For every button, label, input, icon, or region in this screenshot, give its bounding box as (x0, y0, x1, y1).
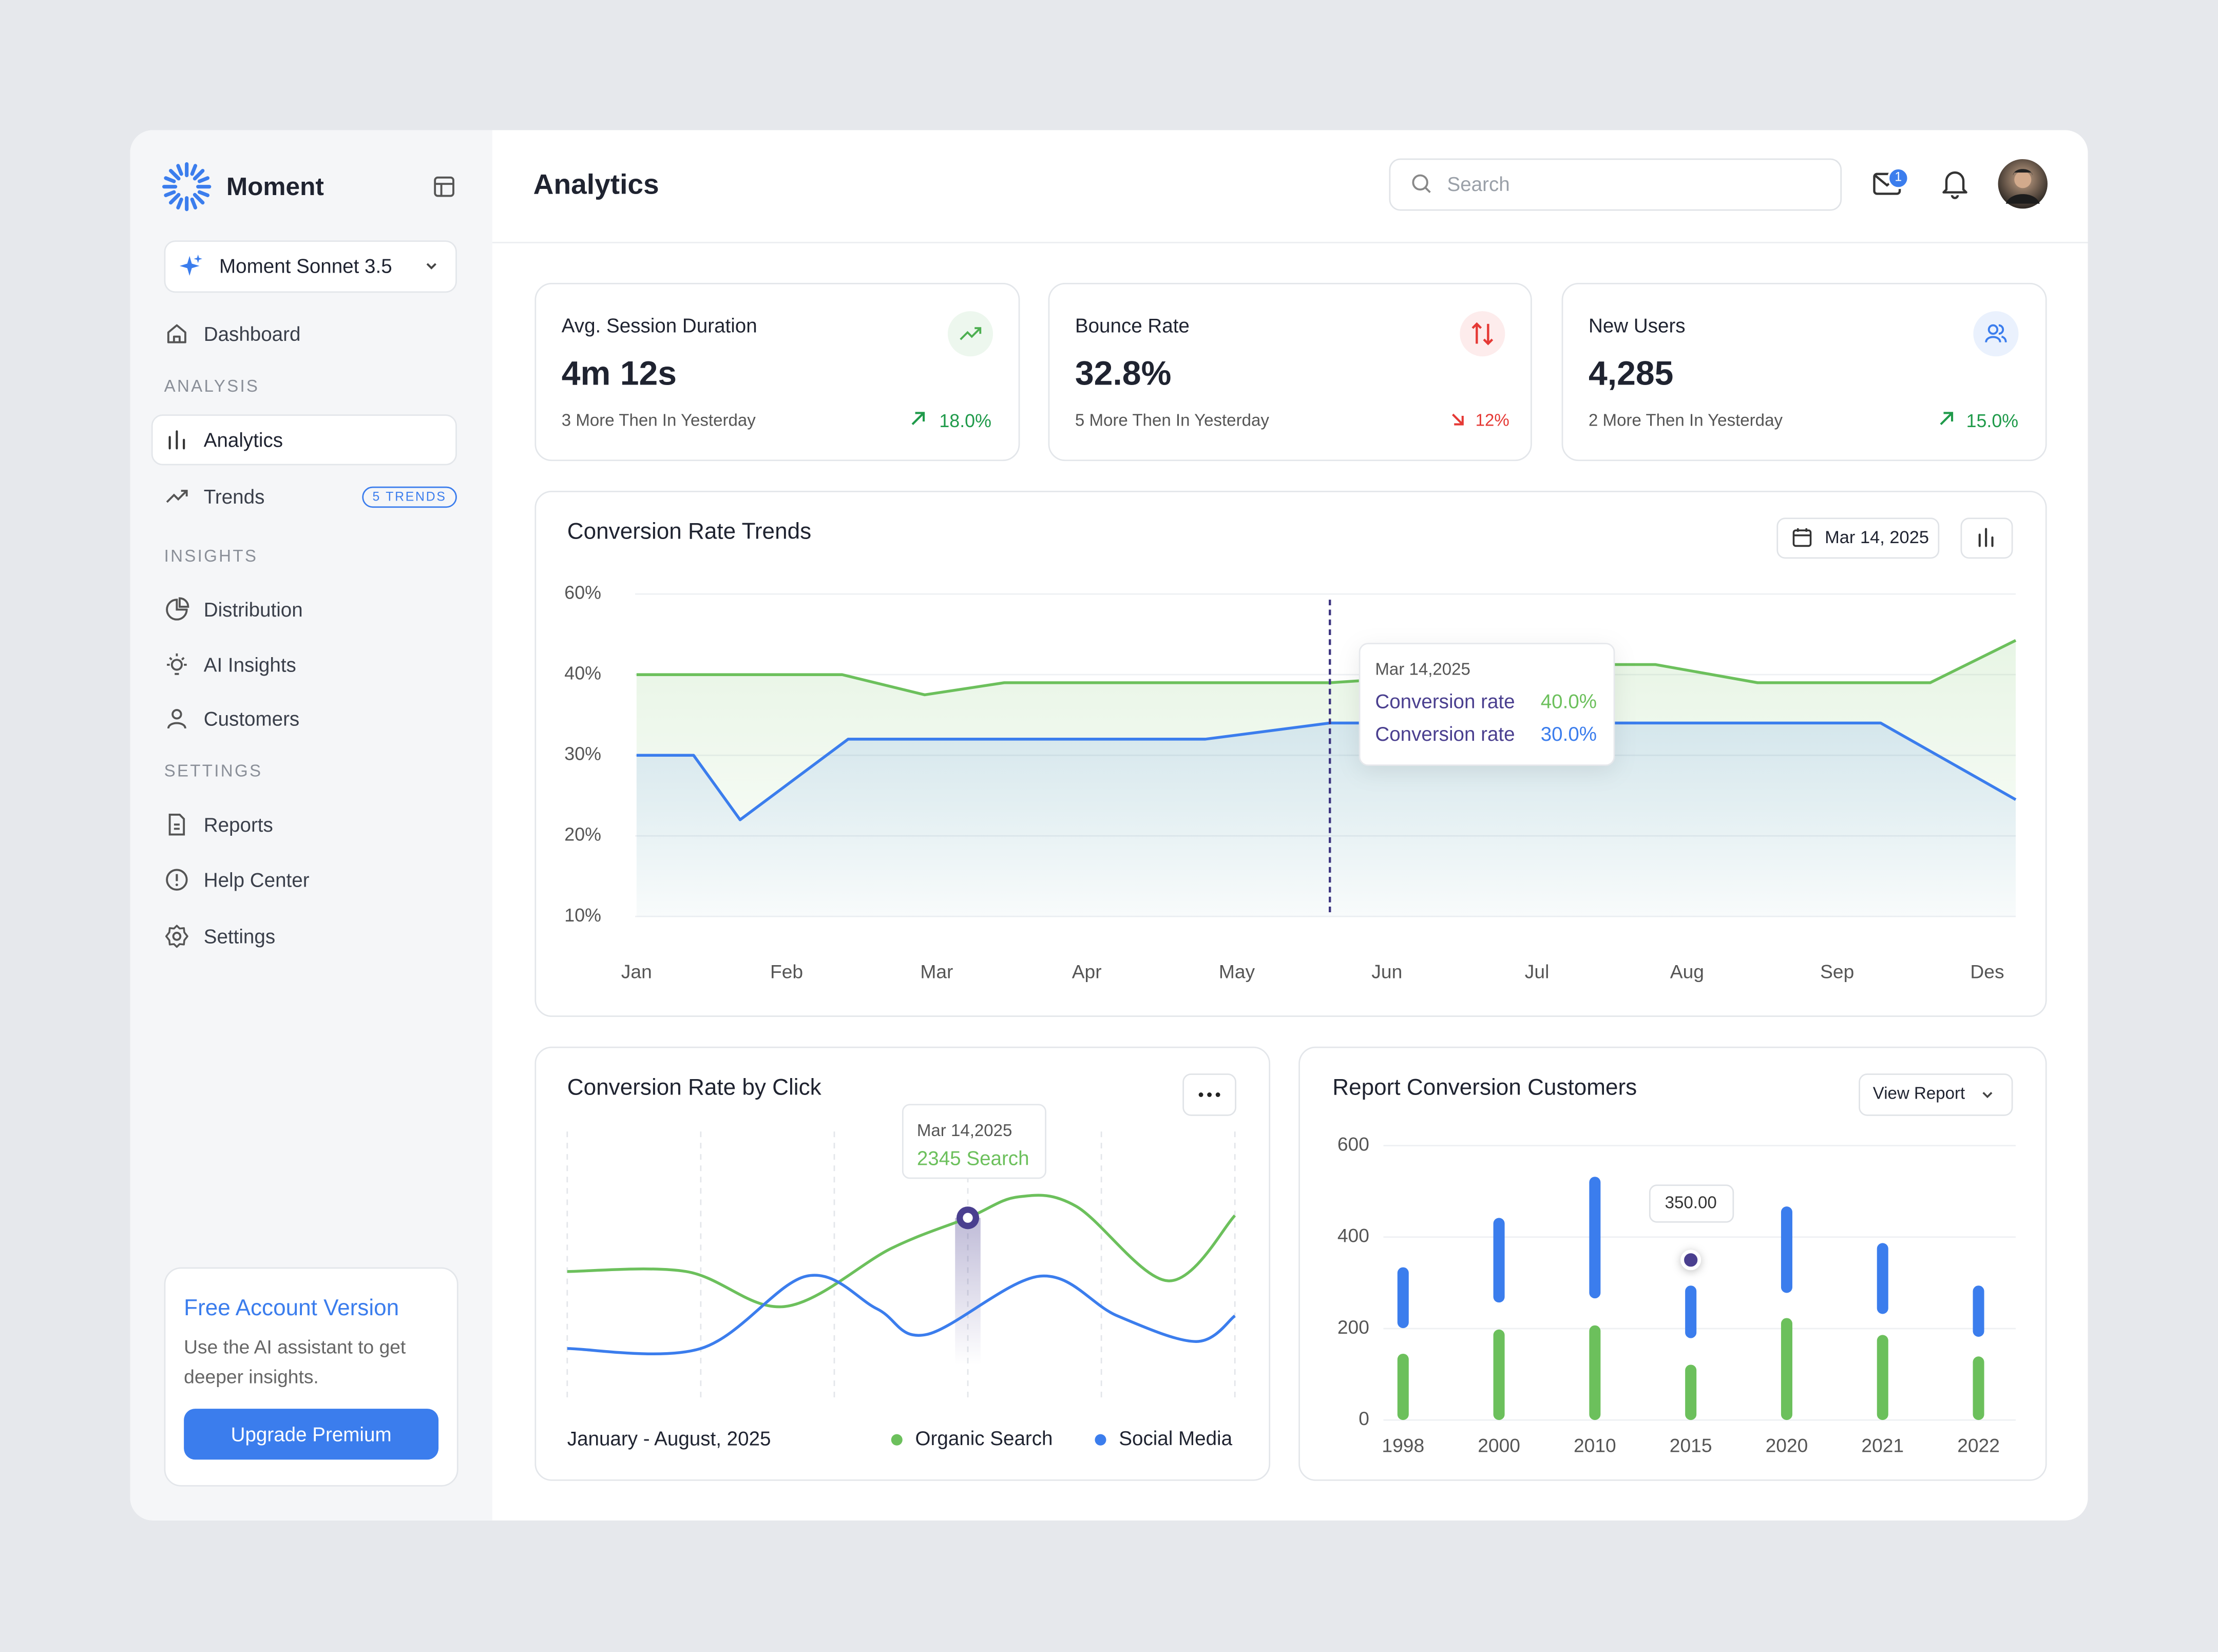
stat-card (534, 283, 1020, 462)
section-title: SETTINGS (164, 761, 263, 781)
search-box[interactable] (1389, 158, 1842, 211)
bars-icon (1978, 528, 1994, 547)
stat-note: 5 More Then In Yesterday (1075, 410, 1269, 430)
home-icon (167, 324, 186, 343)
nav-item[interactable]: AI Insights (203, 653, 296, 676)
trend-icon (947, 311, 993, 357)
section-title: ANALYSIS (164, 376, 260, 396)
search-icon (1412, 174, 1431, 194)
nav-item[interactable]: Reports (203, 813, 273, 836)
dots-icon (1198, 1092, 1220, 1097)
chart-card (1298, 1046, 2047, 1481)
nav-item[interactable]: Trends (203, 485, 265, 508)
up-arrow (911, 412, 925, 425)
bell-icon[interactable] (1941, 168, 1969, 200)
logo-icon (162, 162, 212, 212)
up-arrow (1940, 412, 1954, 425)
nav-item[interactable]: Distribution (203, 598, 303, 621)
chart-type-button[interactable] (1960, 517, 2013, 559)
model-selector[interactable] (164, 240, 457, 293)
help-icon (166, 869, 188, 891)
view-report-button[interactable] (1859, 1073, 2013, 1116)
stat-value: 32.8% (1075, 355, 1172, 393)
view-report-label: View Report (1872, 1083, 1965, 1103)
chart-title: Conversion Rate by Click (567, 1076, 821, 1101)
mail-badge: 1 (1895, 169, 1902, 184)
date-label: Mar 14, 2025 (1825, 527, 1929, 548)
nav-item[interactable]: Analytics (203, 428, 283, 451)
stat-change: 18.0% (939, 410, 991, 432)
upgrade-button[interactable]: Upgrade Premium (184, 1409, 439, 1460)
promo-title: Free Account Version (184, 1297, 399, 1321)
brand: Moment (226, 172, 324, 201)
trends-badge: 5 TRENDS (362, 486, 457, 508)
bulb-icon (167, 653, 187, 675)
stat-card (1048, 283, 1532, 462)
nav-item[interactable]: Settings (203, 925, 276, 948)
stat-note: 3 More Then In Yesterday (561, 410, 756, 430)
stat-label: New Users (1588, 314, 1686, 337)
mail-icon[interactable] (1871, 167, 1911, 201)
nav-dashboard[interactable]: Dashboard (203, 322, 301, 345)
stat-note: 2 More Then In Yesterday (1588, 410, 1783, 430)
search-placeholder: Search (1447, 172, 1510, 196)
stat-label: Avg. Session Duration (561, 314, 757, 337)
analytics-icon (168, 430, 185, 450)
settings-icon (165, 925, 188, 948)
section-title: INSIGHTS (164, 546, 258, 566)
chart-subtitle: January - August, 2025 (567, 1427, 771, 1450)
report-icon (168, 814, 185, 836)
date-button[interactable] (1776, 517, 1940, 559)
chevron (426, 263, 436, 270)
stat-change: 15.0% (1966, 410, 2019, 432)
stat-value: 4m 12s (561, 355, 677, 393)
down-arrow (1452, 413, 1464, 426)
chart-title: Conversion Rate Trends (567, 520, 812, 545)
nav-item[interactable]: Customers (203, 707, 300, 730)
promo-text: Use the AI assistant to get deeper insig… (184, 1336, 406, 1388)
stat-label: Bounce Rate (1075, 314, 1190, 337)
users-icon (1973, 311, 2019, 357)
chart-card (534, 491, 2047, 1017)
sparkle-icon (179, 254, 202, 276)
header-divider (492, 242, 2088, 243)
bounce-icon (1460, 311, 1505, 357)
nav-active-bg (151, 414, 457, 466)
more-button[interactable] (1182, 1073, 1236, 1116)
trends-icon (166, 490, 188, 503)
stat-card (1561, 283, 2047, 462)
stat-value: 4,285 (1588, 355, 1674, 393)
chart-card (534, 1046, 1271, 1481)
page-title: Analytics (533, 169, 659, 201)
layout-toggle[interactable] (433, 176, 455, 198)
user-icon (167, 709, 186, 729)
model-name: Moment Sonnet 3.5 (219, 254, 392, 277)
chevron (1982, 1092, 1993, 1099)
stat-change: 12% (1475, 410, 1509, 430)
avatar[interactable] (1997, 159, 2048, 209)
calendar-icon (1792, 528, 1812, 547)
nav-item[interactable]: Help Center (203, 868, 310, 891)
pie-icon (166, 597, 189, 621)
chart-title: Report Conversion Customers (1332, 1076, 1637, 1101)
